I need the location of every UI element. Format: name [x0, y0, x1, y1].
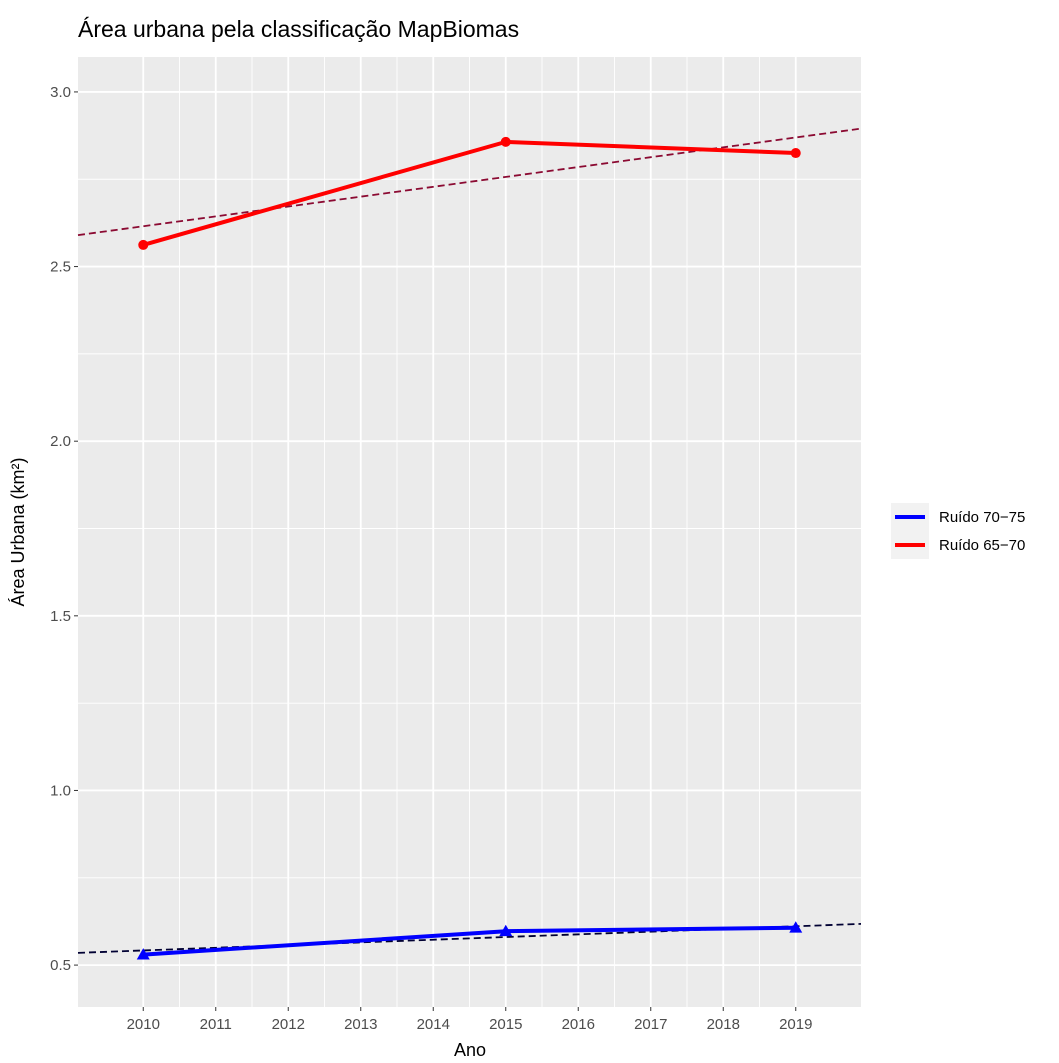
y-tick-label: 2.5: [50, 259, 71, 276]
y-tick-label: 1.0: [50, 782, 71, 799]
chart-title: Área urbana pela classificação MapBiomas: [78, 16, 519, 42]
x-tick-label: 2016: [562, 1016, 595, 1033]
legend-label-series-1: Ruído 65−70: [939, 537, 1025, 554]
y-axis: 0.5 1.0 1.5 2.0 2.5 3.0: [50, 84, 78, 974]
data-point-series-1: [500, 136, 511, 147]
data-point-series-1: [138, 239, 149, 250]
series-markers: [136, 136, 803, 960]
x-axis-title: Ano: [454, 1040, 486, 1060]
x-tick-label: 2018: [707, 1016, 740, 1033]
legend: Ruído 70−75 Ruído 65−70: [891, 503, 1025, 559]
grid-major: [78, 57, 861, 1007]
data-point-series-0: [499, 924, 513, 937]
y-tick-label: 3.0: [50, 84, 71, 101]
x-tick-label: 2017: [634, 1016, 667, 1033]
data-point-series-1: [790, 148, 801, 159]
y-tick-label: 2.0: [50, 433, 71, 450]
x-tick-label: 2011: [200, 1016, 232, 1033]
x-tick-label: 2014: [417, 1016, 450, 1033]
x-axis: 2010 2011 2012 2013 2014 2015 2016 2017 2018 2019: [127, 1007, 812, 1033]
y-tick-label: 1.5: [50, 608, 71, 625]
y-axis-title: Área Urbana (km²): [8, 457, 28, 606]
legend-label-series-0: Ruído 70−75: [939, 509, 1025, 526]
x-tick-label: 2012: [272, 1016, 305, 1033]
grid-minor: [78, 57, 861, 1007]
x-tick-label: 2019: [779, 1016, 812, 1033]
data-point-series-0: [789, 921, 803, 933]
x-tick-label: 2010: [127, 1016, 160, 1033]
x-tick-label: 2013: [344, 1016, 377, 1033]
data-point-series-0: [136, 948, 150, 960]
x-tick-label: 2015: [489, 1016, 522, 1033]
y-tick-label: 0.5: [50, 957, 71, 974]
